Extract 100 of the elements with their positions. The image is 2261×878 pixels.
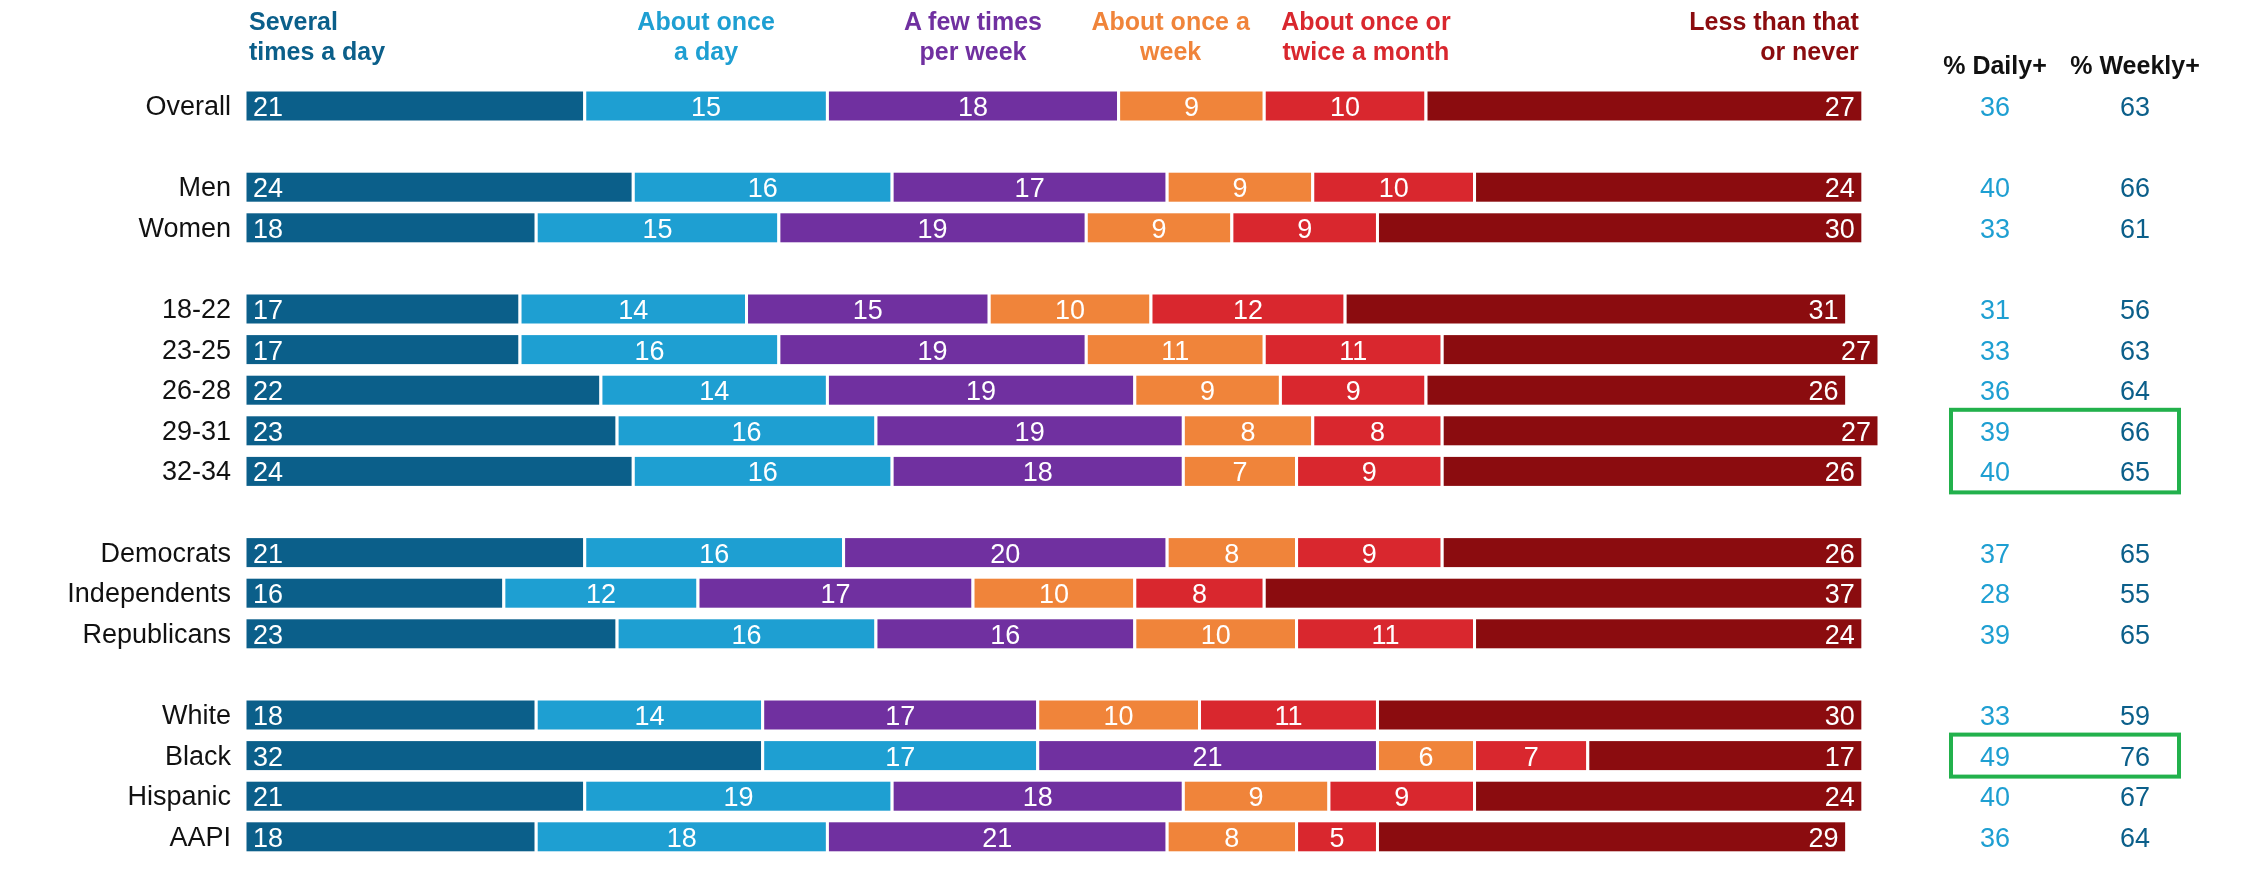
data-label: 18 xyxy=(253,213,284,244)
y-tick-label: AAPI xyxy=(169,821,231,852)
y-tick-label: Men xyxy=(178,172,231,203)
data-label: 65 xyxy=(2119,538,2151,569)
data-label: 24 xyxy=(253,457,284,488)
data-label: 5 xyxy=(1329,822,1345,853)
data-label: 28 xyxy=(1979,579,2011,610)
data-label: 23 xyxy=(253,416,284,447)
data-label: 21 xyxy=(1192,741,1223,772)
data-label: 33 xyxy=(1979,213,2011,244)
x-tick-label: % Daily+ xyxy=(1943,51,2047,79)
data-label: 26 xyxy=(1824,538,1855,569)
data-label: 14 xyxy=(699,376,730,407)
y-tick-label: White xyxy=(161,700,231,730)
data-label: 31 xyxy=(1979,295,2011,325)
data-label: 19 xyxy=(723,782,754,813)
data-label: 19 xyxy=(917,335,948,366)
data-label: 26 xyxy=(1808,376,1839,407)
data-label: 19 xyxy=(966,376,997,407)
data-label: 20 xyxy=(990,538,1021,569)
data-label: 17 xyxy=(1014,173,1045,204)
x-tick-label: % Weekly+ xyxy=(2070,51,2200,79)
data-label: 18 xyxy=(1022,457,1053,488)
data-label: 66 xyxy=(2119,416,2151,447)
data-label: 27 xyxy=(1824,92,1855,122)
data-label: 10 xyxy=(1038,579,1069,610)
data-label: 9 xyxy=(1345,376,1361,407)
data-label: 17 xyxy=(885,741,916,772)
data-label: 18 xyxy=(253,822,284,853)
data-label: 24 xyxy=(1824,782,1855,813)
y-tick-label: Women xyxy=(138,212,231,243)
data-label: 22 xyxy=(253,376,284,407)
series-label: About once or twice a month xyxy=(1281,7,1451,65)
data-label: 16 xyxy=(731,619,762,650)
data-label: 32 xyxy=(253,741,284,772)
data-label: 40 xyxy=(1979,173,2011,204)
data-label: 23 xyxy=(253,619,284,650)
data-label: 7 xyxy=(1523,741,1539,772)
data-label: 33 xyxy=(1979,335,2011,366)
data-label: 63 xyxy=(2119,335,2151,366)
data-label: 21 xyxy=(253,538,284,569)
series-label: About once a week xyxy=(1091,7,1251,65)
data-label: 40 xyxy=(1979,457,2011,488)
y-tick-label: Black xyxy=(164,740,232,771)
series-label: A few times per week xyxy=(904,7,1043,65)
data-label: 61 xyxy=(2119,213,2151,244)
data-label: 9 xyxy=(1297,213,1313,244)
data-label: 27 xyxy=(1840,335,1871,366)
data-label: 39 xyxy=(1979,619,2011,650)
y-tick-label: Democrats xyxy=(100,537,231,568)
data-label: 10 xyxy=(1378,173,1409,204)
data-label: 26 xyxy=(1824,457,1855,488)
data-label: 64 xyxy=(2119,822,2151,853)
data-label: 16 xyxy=(699,538,730,569)
data-label: 17 xyxy=(253,295,284,325)
data-label: 66 xyxy=(2119,173,2151,204)
y-tick-label: 23-25 xyxy=(161,334,231,365)
data-label: 24 xyxy=(253,173,284,204)
data-label: 27 xyxy=(1840,416,1871,447)
data-label: 24 xyxy=(1824,173,1855,204)
data-label: 15 xyxy=(852,295,883,325)
data-label: 16 xyxy=(990,619,1021,650)
data-label: 17 xyxy=(1824,741,1855,772)
data-label: 11 xyxy=(1161,335,1190,366)
data-label: 16 xyxy=(747,173,778,204)
data-label: 55 xyxy=(2119,579,2151,610)
y-tick-label: 32-34 xyxy=(161,456,231,487)
y-tick-label: Independents xyxy=(67,578,231,609)
data-label: 14 xyxy=(618,295,649,325)
data-label: 9 xyxy=(1394,782,1410,813)
data-label: 14 xyxy=(634,701,665,731)
data-label: 8 xyxy=(1240,416,1256,447)
data-label: 49 xyxy=(1979,741,2011,772)
data-label: 59 xyxy=(2119,701,2151,731)
data-label: 16 xyxy=(747,457,778,488)
data-label: 31 xyxy=(1808,295,1839,325)
data-label: 9 xyxy=(1361,538,1377,569)
data-label: 9 xyxy=(1361,457,1377,488)
y-tick-label: Overall xyxy=(145,91,231,121)
data-label: 16 xyxy=(634,335,665,366)
data-label: 15 xyxy=(691,92,722,122)
data-label: 9 xyxy=(1248,782,1264,813)
data-label: 9 xyxy=(1183,92,1199,122)
data-label: 18 xyxy=(253,701,284,731)
data-label: 18 xyxy=(958,92,989,122)
data-label: 6 xyxy=(1418,741,1434,772)
data-label: 7 xyxy=(1232,457,1248,488)
data-label: 21 xyxy=(253,782,284,813)
data-label: 12 xyxy=(585,579,616,610)
data-label: 21 xyxy=(253,92,284,122)
data-label: 17 xyxy=(885,701,916,731)
data-label: 8 xyxy=(1224,538,1240,569)
data-label: 39 xyxy=(1979,416,2011,447)
data-label: 10 xyxy=(1055,295,1086,325)
data-label: 36 xyxy=(1979,376,2011,407)
data-label: 30 xyxy=(1824,701,1855,731)
series-label: Several times a day xyxy=(249,7,386,65)
data-label: 19 xyxy=(917,213,948,244)
data-label: 11 xyxy=(1371,619,1400,650)
data-label: 16 xyxy=(253,579,284,610)
